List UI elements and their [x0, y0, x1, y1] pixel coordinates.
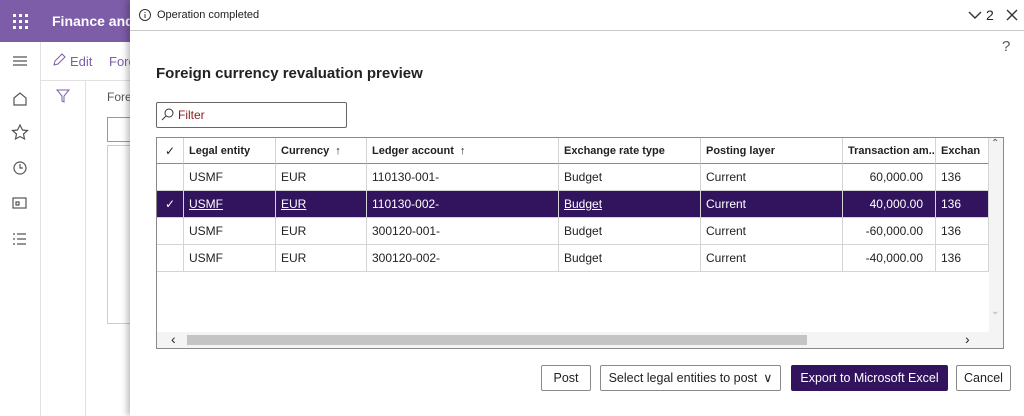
grid-cell: 300120-001- [367, 218, 559, 245]
grid-cell: Current [701, 245, 843, 272]
grid-cell: USMF [184, 218, 276, 245]
grid-cell: 60,000.00 [843, 164, 936, 191]
message-count: 2 [986, 7, 994, 23]
sort-arrow: ↑ [459, 145, 466, 157]
grid-cell[interactable]: USMF [184, 191, 276, 218]
button-label: Select legal entities to post [608, 371, 758, 385]
filter-placeholder: Filter [178, 108, 205, 122]
message: Operation completed [157, 9, 260, 21]
info-icon [139, 9, 151, 21]
row-check[interactable] [157, 218, 184, 245]
row-check[interactable] [157, 164, 184, 191]
grid-cell[interactable]: Budget [559, 191, 701, 218]
vertical-scrollbar[interactable] [989, 138, 1003, 334]
grid-cell: Budget [559, 218, 701, 245]
scroll-thumb[interactable] [187, 335, 807, 345]
page-label: Fore [107, 90, 132, 104]
filter-box[interactable] [156, 102, 347, 128]
edit-icon [53, 53, 66, 66]
scroll-up[interactable]: ⌃ [991, 138, 1000, 149]
column-header-text: Exchan [941, 145, 981, 157]
column-header[interactable]: Currency ↑ [276, 138, 367, 164]
grid-cell: 136 [936, 245, 989, 272]
grid-cell: USMF [184, 245, 276, 272]
button-label: Cancel [964, 371, 1003, 385]
grid-cell: Budget [559, 164, 701, 191]
column-header[interactable]: Transaction am... [843, 138, 936, 164]
column-header[interactable]: Posting layer [701, 138, 843, 164]
toolbar-item[interactable]: Fore [109, 54, 136, 69]
grid-cell: 136 [936, 191, 989, 218]
search-icon [161, 108, 174, 121]
column-header-text: Legal entity [189, 145, 251, 157]
grid-cell: -40,000.00 [843, 245, 936, 272]
column-header-text: Transaction am... [848, 145, 936, 157]
column-header[interactable]: Ledger account ↑ [367, 138, 559, 164]
column-header-text: Exchange rate type [564, 145, 665, 157]
message-bar-line [130, 30, 1024, 31]
column-header-text: Currency [281, 145, 330, 157]
row-check[interactable] [157, 245, 184, 272]
button-label: Post [553, 371, 579, 385]
nav-icons [11, 56, 29, 245]
grid-cell: 136 [936, 218, 989, 245]
grid-cell: 300120-002- [367, 245, 559, 272]
grid-cell: 110130-001- [367, 164, 559, 191]
column-header[interactable]: Exchange rate type [559, 138, 701, 164]
button[interactable]: Cancel [956, 365, 1011, 391]
grid-cell: 110130-002- [367, 191, 559, 218]
selected-row [157, 191, 989, 218]
grid-cell: Current [701, 164, 843, 191]
grid-cell: EUR [276, 218, 367, 245]
dropdown-icon: ∨ [763, 371, 773, 385]
grid-cell: USMF [184, 164, 276, 191]
grid-cell[interactable]: EUR [276, 191, 367, 218]
close-icon[interactable] [1005, 8, 1019, 22]
check-header[interactable]: ✓ [157, 138, 184, 164]
app-title: Finance and [52, 13, 134, 29]
expand-icon[interactable] [967, 9, 983, 21]
button[interactable]: Select legal entities to post ∨ [600, 365, 781, 391]
toolbar-edit[interactable]: Edit [70, 54, 93, 69]
scroll-right[interactable]: › [965, 331, 970, 347]
button[interactable]: Post [541, 365, 591, 391]
scroll-left[interactable]: ‹ [171, 331, 176, 347]
pane-divider [85, 81, 86, 416]
grid-cell: EUR [276, 164, 367, 191]
sort-arrow: ↑ [335, 145, 341, 157]
column-header-text: Ledger account [372, 145, 454, 157]
column-header[interactable]: Legal entity [184, 138, 276, 164]
grid-cell: Budget [559, 245, 701, 272]
dialog-title: Foreign currency revaluation preview [156, 65, 423, 82]
help[interactable]: ? [1002, 38, 1011, 55]
waffle-icon[interactable] [12, 13, 30, 31]
column-header[interactable]: Exchan [936, 138, 989, 164]
column-header-text: Posting layer [706, 145, 776, 157]
grid-cell: 40,000.00 [843, 191, 936, 218]
grid-cell: Current [701, 191, 843, 218]
grid-cell: EUR [276, 245, 367, 272]
filter-icon[interactable] [55, 88, 71, 104]
nav-divider [40, 42, 41, 416]
grid-cell: Current [701, 218, 843, 245]
grid-cell: 136 [936, 164, 989, 191]
button-label: Export to Microsoft Excel [800, 371, 939, 385]
toolbar-line [41, 80, 131, 81]
primary-button[interactable]: Export to Microsoft Excel [791, 365, 948, 391]
scroll-down[interactable]: ⌄ [991, 306, 1000, 317]
grid-cell: -60,000.00 [843, 218, 936, 245]
grid: ✓ Legal entity Currency ↑ Ledger account ↑ Exc… [156, 137, 1004, 349]
row-check[interactable]: ✓ [157, 191, 184, 218]
